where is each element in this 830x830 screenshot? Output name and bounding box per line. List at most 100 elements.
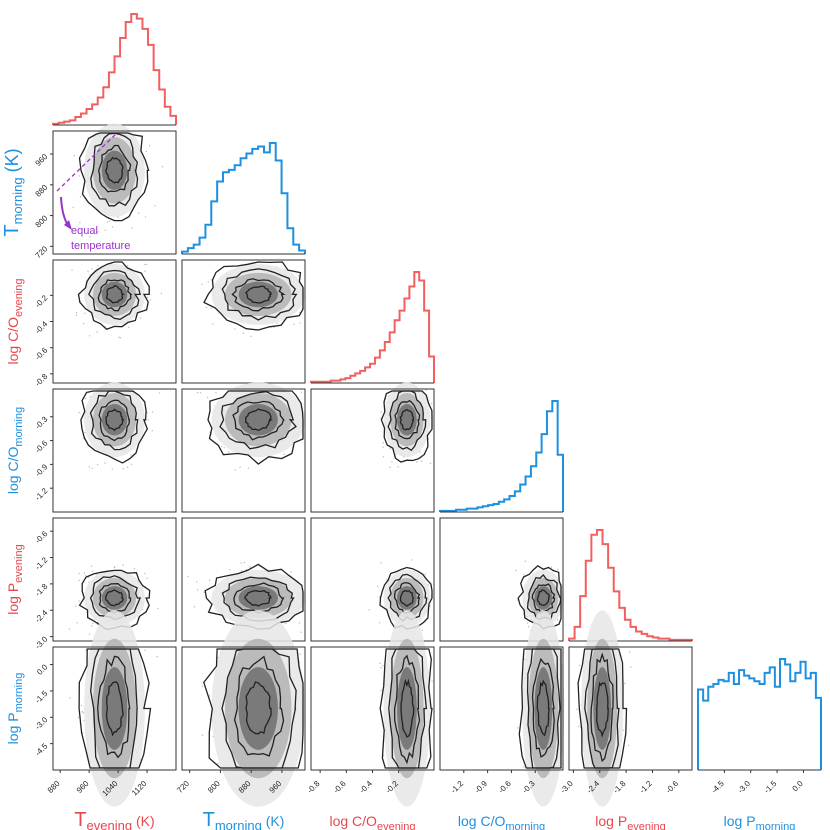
- scatter-point: [113, 566, 116, 568]
- hist-panel-co_morning: [439, 400, 564, 513]
- scatter-point: [627, 744, 630, 747]
- scatter-point: [90, 565, 93, 567]
- scatter-point: [195, 581, 198, 583]
- scatter-point: [156, 655, 158, 658]
- panel-frame: [310, 388, 435, 513]
- scatter-point: [144, 263, 146, 266]
- contour-line: [531, 583, 556, 614]
- scatter-point: [215, 392, 217, 394]
- scatter-point: [82, 712, 84, 714]
- scatter-point: [517, 727, 519, 729]
- y-tick-label: -0.8: [33, 372, 50, 389]
- panel-frame: [52, 388, 177, 513]
- panel-co_morning-p_evening: [439, 517, 565, 642]
- scatter-point: [146, 296, 149, 299]
- scatter-point: [199, 392, 202, 394]
- scatter-point: [389, 448, 391, 450]
- scatter-point: [209, 431, 211, 433]
- scatter-point: [154, 205, 156, 207]
- hist-line-p_evening: [568, 529, 693, 641]
- panel-frame: [439, 646, 564, 771]
- panel-co_morning-p_morning: [439, 610, 565, 807]
- panel-frame: [52, 130, 177, 255]
- scatter-point: [234, 469, 237, 471]
- scatter-point: [68, 628, 71, 630]
- hist-line-t_evening: [52, 13, 177, 125]
- x-tick-label: -0.6: [497, 779, 514, 796]
- scatter-point: [104, 462, 106, 464]
- scatter-point: [96, 331, 98, 333]
- scatter-point: [227, 451, 230, 453]
- density-fill: [397, 667, 417, 750]
- scatter-point: [126, 265, 129, 267]
- panel-frame: [181, 259, 306, 384]
- x-tick-label: 800: [206, 779, 222, 795]
- scatter-point: [382, 456, 385, 458]
- scatter-point: [201, 734, 204, 736]
- y-axis-label-co_morning: log C/Omorning: [5, 407, 25, 494]
- scatter-point: [193, 606, 196, 608]
- scatter-point: [91, 570, 94, 573]
- contour-line: [89, 575, 142, 621]
- density-fill: [534, 667, 553, 750]
- scatter-point: [234, 328, 236, 330]
- scatter-point: [205, 306, 207, 309]
- contour-line: [590, 652, 614, 763]
- scatter-point: [111, 226, 114, 228]
- scatter-point: [299, 322, 301, 324]
- hist-panel-p_evening: [568, 529, 693, 642]
- y-tick-label: -0.3: [33, 414, 50, 431]
- y-tick-label: -0.6: [33, 345, 50, 362]
- y-tick-label: 0.0: [35, 662, 50, 677]
- scatter-point: [97, 264, 99, 267]
- scatter-point: [79, 221, 81, 224]
- hist-panel-p_morning: [697, 658, 822, 771]
- scatter-point: [104, 229, 106, 231]
- hist-panel-t_morning: [181, 142, 306, 255]
- contour-line: [379, 566, 433, 630]
- scatter-point: [71, 269, 73, 271]
- panel-t_evening-p_evening: [52, 517, 177, 642]
- scatter-point: [419, 451, 421, 453]
- contour-line: [221, 268, 298, 321]
- scatter-point: [416, 461, 418, 463]
- scatter-point: [78, 579, 80, 582]
- equal-temperature-annotation: equal temperature: [56, 132, 130, 252]
- scatter-point: [380, 666, 382, 669]
- scatter-point: [431, 680, 433, 682]
- scatter-point: [122, 564, 125, 566]
- scatter-point: [395, 453, 397, 455]
- scatter-point: [382, 446, 384, 448]
- x-axis-label-p_evening: log Pevening: [595, 813, 665, 830]
- contour-line: [380, 390, 433, 463]
- scatter-point: [97, 231, 99, 233]
- scatter-point: [96, 463, 99, 466]
- scatter-point: [524, 560, 526, 563]
- scatter-point: [429, 462, 432, 465]
- scatter-point: [240, 562, 242, 564]
- scatter-point: [210, 307, 212, 309]
- scatter-point: [624, 682, 626, 685]
- scatter-point: [527, 626, 530, 628]
- scatter-point: [80, 704, 83, 707]
- scatter-point: [243, 561, 246, 564]
- scatter-point: [91, 268, 93, 270]
- contour-line: [105, 156, 124, 184]
- panel-t_evening-p_morning: [52, 610, 177, 807]
- x-tick-label: -0.9: [473, 779, 490, 796]
- contour-line: [78, 132, 150, 222]
- scatter-point: [382, 442, 385, 444]
- y-tick-label: -0.6: [33, 438, 50, 455]
- x-tick-label: -3.0: [736, 779, 753, 796]
- scatter-point: [196, 589, 199, 591]
- contour-line: [90, 648, 138, 769]
- scatter-point: [228, 568, 231, 571]
- scatter-point: [378, 596, 381, 598]
- x-tick-label: -0.8: [305, 779, 322, 796]
- contour-line: [388, 648, 428, 769]
- scatter-point: [377, 585, 379, 588]
- x-tick-label: -0.6: [332, 779, 349, 796]
- scatter-point: [187, 575, 189, 578]
- scatter-point: [249, 566, 252, 568]
- density-fill: [101, 667, 128, 750]
